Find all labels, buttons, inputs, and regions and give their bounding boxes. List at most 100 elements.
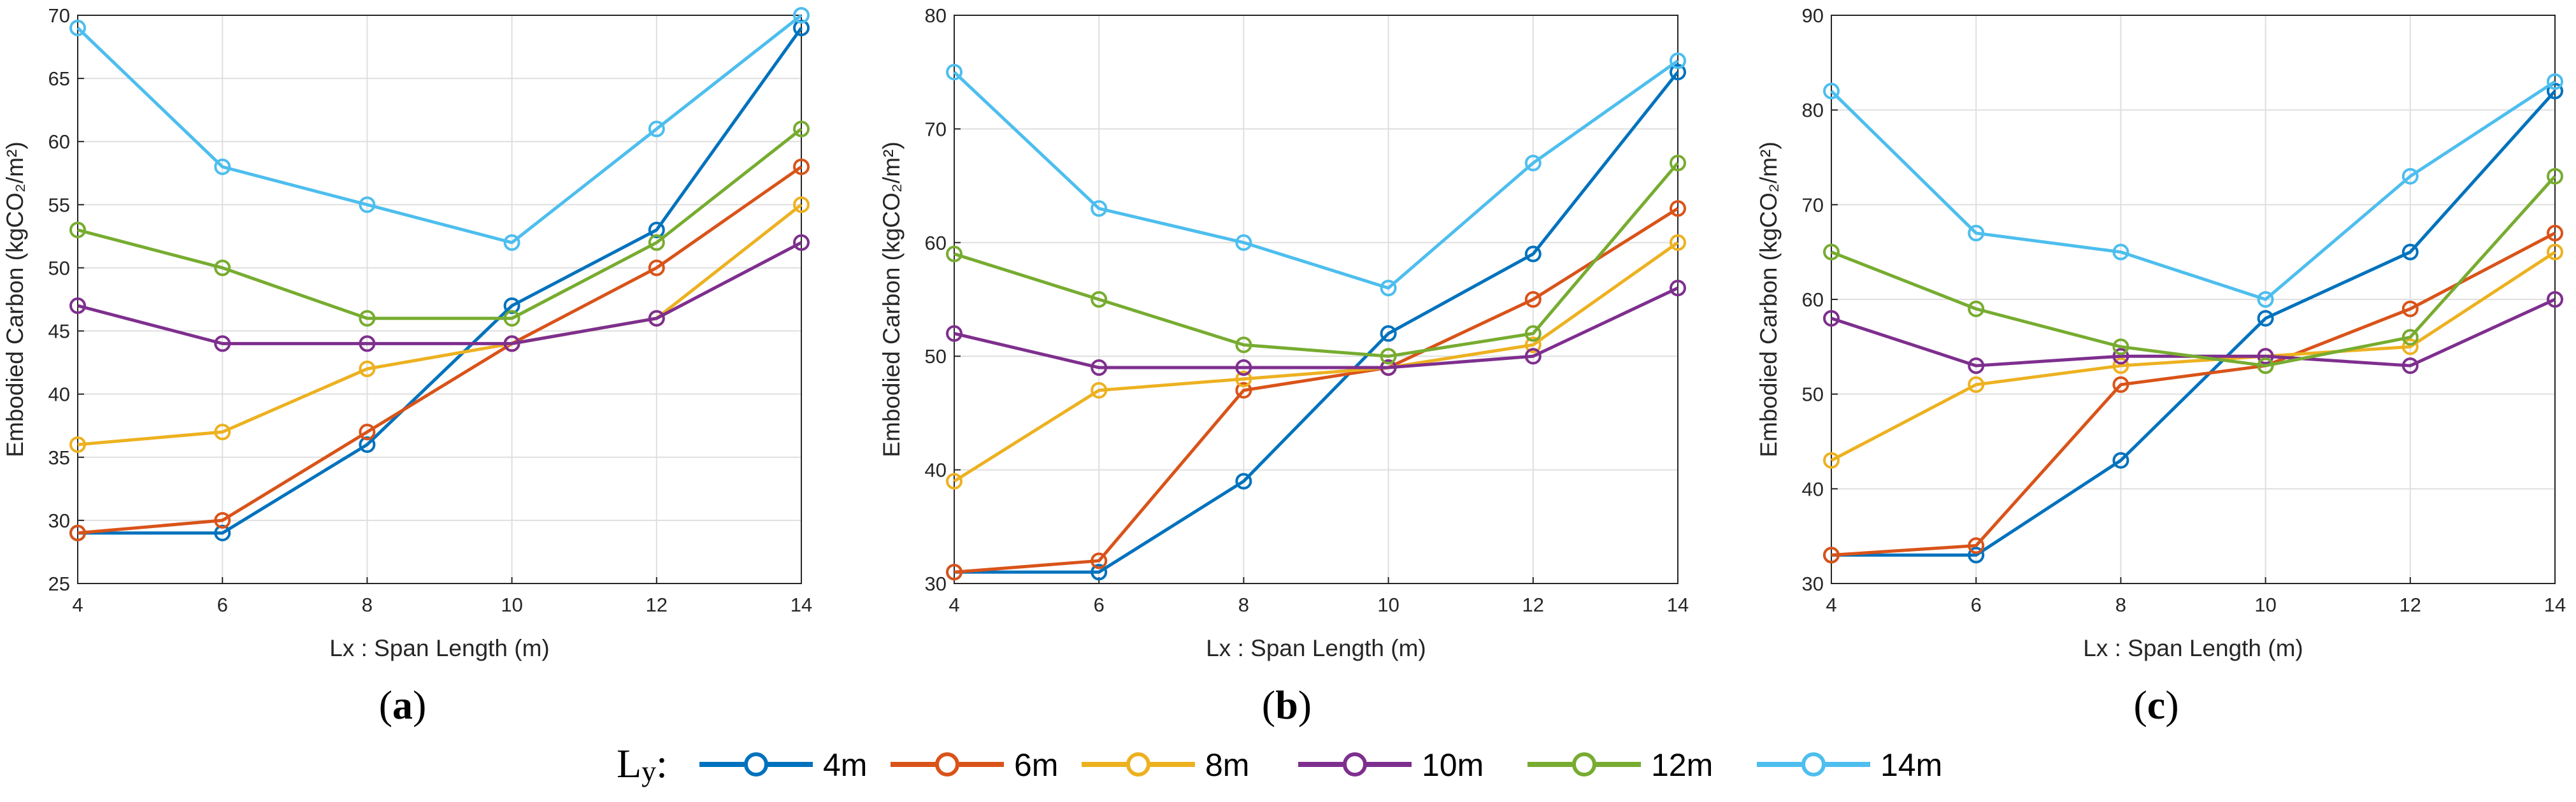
data-point — [1968, 547, 1985, 564]
data-point — [2257, 348, 2274, 365]
data-point — [214, 424, 231, 441]
x-tick-label: 12 — [646, 594, 668, 616]
data-point — [2547, 73, 2563, 90]
series-10m — [946, 280, 1686, 376]
data-point — [1235, 473, 1252, 490]
y-axis-label: Embodied Carbon (kgCO₂/m²) — [878, 141, 905, 457]
y-tick-label: 65 — [48, 68, 70, 90]
data-point — [2401, 329, 2419, 346]
data-point — [359, 335, 376, 352]
x-tick-label: 10 — [501, 594, 522, 616]
series-line — [953, 241, 1679, 483]
data-point — [1091, 200, 1108, 217]
legend-label: 8m — [1205, 747, 1249, 783]
legend-item-14m: 14m — [1757, 747, 1942, 783]
y-tick-label: 40 — [1802, 478, 1824, 500]
x-tick-label: 4 — [948, 594, 959, 616]
legend-item-10m: 10m — [1298, 747, 1484, 783]
series-line — [77, 165, 803, 535]
data-point — [2257, 291, 2274, 308]
y-tick-label: 55 — [48, 194, 70, 216]
y-tick-label: 35 — [48, 447, 70, 469]
y-tick-label: 30 — [925, 573, 947, 595]
series-12m — [1823, 168, 2563, 375]
series-10m — [69, 234, 810, 352]
panel-label: (b) — [1262, 682, 1312, 727]
data-point — [214, 512, 231, 529]
y-tick-label: 60 — [925, 232, 947, 254]
data-point — [648, 310, 665, 327]
series-4m — [946, 64, 1686, 581]
data-point — [1235, 370, 1252, 387]
series-8m — [69, 196, 810, 453]
panel-label-close: ) — [1298, 682, 1312, 727]
data-point — [1524, 291, 1542, 308]
data-point — [1823, 547, 1840, 564]
y-tick-label: 70 — [1802, 194, 1824, 216]
data-point — [214, 259, 231, 276]
x-tick-label: 8 — [362, 594, 373, 616]
series-14m — [946, 52, 1686, 297]
legend-title-sub: y — [641, 755, 656, 787]
data-point — [2547, 243, 2563, 261]
data-point — [1968, 357, 1985, 375]
data-point — [1380, 325, 1397, 342]
data-point — [793, 120, 810, 138]
data-point — [69, 436, 86, 453]
series-line — [1830, 250, 2556, 462]
y-tick-label: 30 — [48, 510, 70, 532]
data-point — [2547, 224, 2563, 241]
data-point — [2401, 243, 2419, 261]
data-point — [1968, 300, 1985, 317]
data-point — [1968, 537, 1985, 554]
legend-label: 12m — [1651, 747, 1713, 783]
data-point — [2112, 376, 2129, 393]
y-tick-label: 30 — [1802, 573, 1824, 595]
panel-label-open: ( — [379, 682, 392, 727]
series-4m — [1823, 82, 2563, 564]
data-point — [2257, 310, 2274, 327]
panel-label-close: ) — [413, 682, 426, 727]
data-point — [2547, 291, 2563, 308]
data-point — [359, 196, 376, 213]
series-6m — [946, 200, 1686, 581]
data-point — [1235, 336, 1252, 354]
data-point — [648, 259, 665, 276]
x-tick-label: 10 — [2254, 594, 2276, 616]
data-point — [503, 234, 520, 251]
panel-label-open: ( — [2133, 682, 2147, 727]
panel-label-letter: a — [392, 682, 413, 727]
series-line — [953, 59, 1679, 290]
data-point — [1823, 82, 1840, 99]
data-point — [1524, 154, 1542, 171]
data-point — [1091, 552, 1108, 569]
data-point — [2112, 338, 2129, 355]
panel-label-close: ) — [2165, 682, 2179, 727]
data-point — [793, 234, 810, 251]
data-point — [946, 564, 962, 581]
x-tick-label: 10 — [1377, 594, 1399, 616]
y-tick-label: 40 — [925, 459, 947, 482]
series-line — [77, 127, 803, 320]
y-tick-label: 40 — [48, 383, 70, 406]
legend-title-suffix: : — [656, 741, 668, 786]
legend-item-12m: 12m — [1528, 747, 1713, 783]
data-point — [2401, 338, 2419, 355]
data-point — [214, 524, 231, 541]
series-12m — [946, 154, 1686, 365]
data-point — [69, 297, 86, 314]
data-point — [1091, 564, 1108, 581]
x-tick-label: 14 — [791, 594, 812, 616]
data-point — [1670, 234, 1686, 251]
x-axis-label: Lx : Span Length (m) — [2083, 635, 2303, 661]
data-point — [1968, 376, 1985, 393]
legend: Ly: 4m 6m 8m 10m 12m 14m — [617, 741, 1942, 787]
data-point — [946, 64, 962, 81]
data-point — [1670, 52, 1686, 69]
legend-label: 10m — [1422, 747, 1484, 783]
data-point — [946, 325, 962, 342]
legend-item-8m: 8m — [1082, 747, 1249, 783]
y-tick-label: 60 — [1802, 289, 1824, 311]
data-point — [946, 245, 962, 262]
